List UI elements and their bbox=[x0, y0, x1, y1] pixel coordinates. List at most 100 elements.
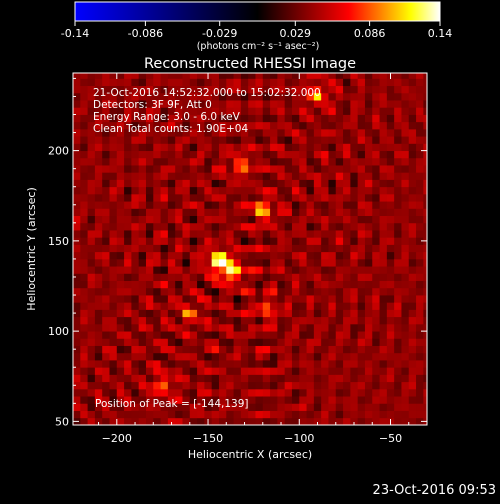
heatmap-pixel bbox=[94, 230, 103, 238]
heatmap-pixel bbox=[408, 150, 417, 159]
heatmap-pixel bbox=[386, 150, 395, 159]
heatmap-pixel bbox=[284, 388, 293, 397]
heatmap-pixel bbox=[189, 403, 198, 411]
heatmap-pixel bbox=[87, 338, 96, 346]
heatmap-pixel bbox=[408, 73, 417, 79]
heatmap-pixel bbox=[131, 230, 140, 238]
heatmap-pixel bbox=[248, 280, 256, 289]
heatmap-pixel bbox=[160, 107, 169, 115]
heatmap-pixel bbox=[313, 85, 322, 94]
heatmap-pixel bbox=[80, 374, 88, 383]
heatmap-pixel bbox=[109, 374, 118, 383]
heatmap-pixel bbox=[284, 100, 293, 108]
heatmap-pixel bbox=[102, 165, 110, 173]
heatmap-pixel bbox=[87, 396, 96, 404]
heatmap-pixel bbox=[218, 309, 227, 318]
heatmap-pixel bbox=[211, 92, 220, 101]
heatmap-pixel bbox=[379, 150, 388, 159]
heatmap-pixel bbox=[291, 309, 300, 318]
heatmap-pixel bbox=[218, 193, 227, 202]
heatmap-pixel bbox=[240, 186, 249, 195]
heatmap-pixel bbox=[167, 150, 176, 159]
heatmap-pixel bbox=[313, 114, 322, 123]
heatmap-pixel bbox=[218, 273, 227, 281]
heatmap-pixel bbox=[211, 215, 220, 224]
heatmap-pixel bbox=[270, 114, 278, 123]
heatmap-pixel bbox=[167, 352, 176, 361]
heatmap-pixel bbox=[94, 302, 103, 310]
heatmap-pixel bbox=[255, 374, 264, 383]
heatmap-pixel bbox=[343, 179, 351, 188]
heatmap-pixel bbox=[218, 374, 227, 383]
heatmap-pixel bbox=[408, 309, 417, 318]
heatmap-pixel bbox=[131, 100, 140, 108]
heatmap-pixel bbox=[291, 172, 300, 180]
heatmap-pixel bbox=[321, 388, 329, 397]
heatmap-pixel bbox=[145, 417, 154, 425]
heatmap-pixel bbox=[291, 273, 300, 281]
heatmap-pixel bbox=[80, 237, 88, 245]
heatmap-pixel bbox=[262, 208, 271, 216]
heatmap-pixel bbox=[408, 417, 417, 425]
heatmap-pixel bbox=[109, 237, 118, 245]
heatmap-pixel bbox=[313, 244, 322, 253]
heatmap-pixel bbox=[423, 78, 427, 87]
heatmap-pixel bbox=[124, 222, 132, 231]
heatmap-pixel bbox=[94, 215, 103, 224]
heatmap-pixel bbox=[328, 85, 337, 94]
heatmap-pixel bbox=[80, 410, 88, 419]
heatmap-pixel bbox=[160, 201, 169, 209]
heatmap-pixel bbox=[335, 352, 344, 361]
heatmap-pixel bbox=[211, 295, 220, 303]
heatmap-pixel bbox=[73, 266, 81, 274]
heatmap-pixel bbox=[364, 345, 373, 354]
heatmap-pixel bbox=[138, 100, 147, 108]
heatmap-pixel bbox=[240, 172, 249, 180]
heatmap-pixel bbox=[153, 143, 161, 152]
heatmap-pixel bbox=[313, 352, 322, 361]
heatmap-pixel bbox=[401, 230, 410, 238]
heatmap-pixel bbox=[372, 128, 380, 137]
heatmap-pixel bbox=[255, 186, 264, 195]
heatmap-pixel bbox=[401, 258, 410, 267]
heatmap-pixel bbox=[335, 287, 344, 296]
heatmap-pixel bbox=[255, 352, 264, 361]
heatmap-pixel bbox=[408, 215, 417, 224]
heatmap-pixel bbox=[328, 295, 337, 303]
heatmap-pixel bbox=[343, 280, 351, 289]
heatmap-pixel bbox=[357, 273, 366, 281]
heatmap-pixel bbox=[364, 215, 373, 224]
heatmap-pixel bbox=[145, 78, 154, 87]
heatmap-pixel bbox=[335, 403, 344, 411]
heatmap-pixel bbox=[401, 201, 410, 209]
heatmap-pixel bbox=[80, 302, 88, 310]
heatmap-pixel bbox=[160, 352, 169, 361]
heatmap-pixel bbox=[197, 85, 205, 94]
heatmap-pixel bbox=[124, 128, 132, 137]
heatmap-pixel bbox=[416, 78, 424, 87]
heatmap-pixel bbox=[379, 309, 388, 318]
heatmap-pixel bbox=[226, 374, 234, 383]
heatmap-pixel bbox=[270, 121, 278, 130]
heatmap-pixel bbox=[197, 323, 205, 332]
heatmap-pixel bbox=[218, 367, 227, 375]
heatmap-pixel bbox=[277, 92, 286, 101]
heatmap-pixel bbox=[109, 78, 118, 87]
heatmap-pixel bbox=[94, 287, 103, 296]
heatmap-pixel bbox=[240, 73, 249, 79]
heatmap-pixel bbox=[182, 410, 191, 419]
heatmap-pixel bbox=[116, 266, 125, 274]
heatmap-pixel bbox=[335, 179, 344, 188]
heatmap-pixel bbox=[73, 92, 81, 101]
heatmap-pixel bbox=[73, 280, 81, 289]
heatmap-pixel bbox=[153, 396, 161, 404]
heatmap-pixel bbox=[270, 251, 278, 260]
heatmap-pixel bbox=[291, 258, 300, 267]
heatmap-pixel bbox=[94, 417, 103, 425]
heatmap-pixel bbox=[408, 331, 417, 339]
heatmap-pixel bbox=[343, 287, 351, 296]
heatmap-pixel bbox=[262, 222, 271, 231]
heatmap-pixel bbox=[313, 316, 322, 325]
heatmap-pixel bbox=[145, 193, 154, 202]
heatmap-pixel bbox=[386, 208, 395, 216]
